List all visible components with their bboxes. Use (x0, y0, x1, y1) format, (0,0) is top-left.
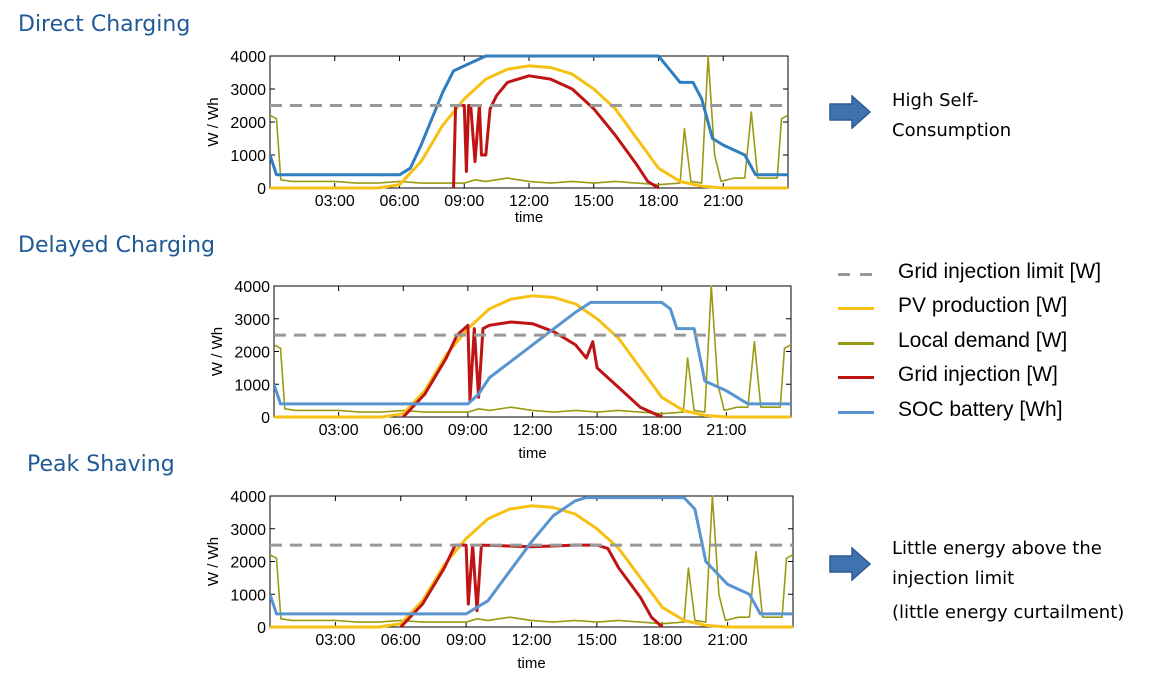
x-tick-label: 03:00 (315, 193, 355, 210)
series-pv-line (274, 294, 791, 419)
x-axis-label: time (515, 209, 543, 226)
note-line: (little energy curtailment) (892, 602, 1125, 623)
series-demand-line (270, 55, 788, 186)
legend-swatch (838, 410, 874, 414)
x-tick-label: 15:00 (574, 193, 614, 210)
x-tick-label: 03:00 (319, 422, 359, 439)
note-line: High Self- (892, 90, 979, 111)
series-pv-line (270, 64, 788, 190)
x-tick-label: 06:00 (383, 422, 423, 439)
series-injection-line (402, 320, 663, 419)
legend-swatch (838, 376, 874, 380)
y-axis-label: W / Wh (205, 97, 222, 146)
plot-area (269, 495, 794, 628)
series-soc-line (274, 300, 791, 406)
y-tick-label: 0 (257, 181, 266, 198)
y-tick-label: 1000 (230, 587, 266, 604)
legend-label: Grid injection [W] (898, 363, 1058, 387)
x-tick-label: 21:00 (706, 422, 746, 439)
x-tick-label: 21:00 (703, 193, 743, 210)
chart-title-direct-charging: Direct Charging (18, 12, 191, 37)
chart-delayed-charging: 0 1000 2000 3000 4000 03:00 06:00 09:00 12:00 15:… (209, 279, 792, 462)
x-tick-label: 03:00 (315, 632, 355, 649)
y-tick-label: 1000 (230, 148, 266, 165)
chart-title-peak-shaving: Peak Shaving (27, 452, 175, 477)
note-line: Little energy above the (892, 538, 1102, 559)
y-tick-label: 4000 (230, 489, 266, 506)
legend-swatch (838, 273, 874, 276)
series-demand-line (270, 495, 793, 625)
y-tick-label: 3000 (230, 522, 266, 539)
right-arrow-icon (829, 94, 872, 130)
x-axis-label: time (517, 655, 545, 672)
plot-area (269, 55, 789, 189)
right-arrow-icon (829, 546, 872, 582)
series-soc-line (270, 496, 793, 616)
note-line: Consumption (892, 120, 1012, 141)
x-tick-label: 09:00 (446, 632, 486, 649)
y-tick-label: 3000 (234, 312, 270, 329)
x-tick-label: 15:00 (577, 422, 617, 439)
y-tick-label: 2000 (234, 345, 270, 362)
legend-label: Local demand [W] (898, 328, 1068, 352)
legend-label: PV production [W] (898, 294, 1068, 318)
series-pv-line (270, 504, 793, 629)
y-tick-label: 3000 (230, 82, 266, 99)
plot-area (273, 285, 792, 418)
series-soc-line (270, 54, 788, 177)
series-demand-line (274, 285, 791, 415)
y-tick-label: 0 (261, 410, 270, 427)
x-axis-label: time (518, 445, 546, 462)
y-axis-label: W / Wh (205, 537, 222, 586)
y-tick-label: 2000 (230, 555, 266, 572)
x-tick-label: 09:00 (444, 193, 484, 210)
series-injection-line (452, 74, 660, 190)
chart-title-delayed-charging: Delayed Charging (18, 233, 216, 258)
note-high-self-consumption: High Self- Consumption (892, 86, 1112, 146)
note-line: injection limit (892, 568, 1015, 589)
x-tick-label: 12:00 (509, 193, 549, 210)
chart-peak-shaving: 0 1000 2000 3000 4000 03:00 06:00 09:00 12:00 15:… (205, 489, 794, 672)
legend-label: Grid injection limit [W] (898, 260, 1102, 283)
legend-swatch (838, 341, 874, 345)
x-tick-label: 09:00 (448, 422, 488, 439)
y-tick-label: 4000 (230, 49, 266, 66)
x-tick-label: 18:00 (642, 422, 682, 439)
x-tick-label: 06:00 (379, 193, 419, 210)
legend-label: SOC battery [Wh] (898, 397, 1063, 421)
legend-swatch (838, 307, 874, 311)
y-tick-label: 0 (257, 620, 266, 637)
y-axis-label: W / Wh (209, 327, 226, 376)
x-tick-label: 12:00 (512, 422, 552, 439)
y-tick-label: 1000 (234, 377, 270, 394)
x-tick-label: 12:00 (511, 632, 551, 649)
x-tick-label: 06:00 (381, 632, 421, 649)
x-tick-label: 18:00 (638, 193, 678, 210)
x-tick-label: 18:00 (642, 632, 682, 649)
y-tick-label: 4000 (234, 279, 270, 296)
x-tick-label: 15:00 (577, 632, 617, 649)
chart-direct-charging: 0 1000 2000 3000 4000 03:00 06:00 09:00 12:00 15:… (205, 49, 789, 226)
y-tick-label: 2000 (230, 115, 266, 132)
x-tick-label: 21:00 (708, 632, 748, 649)
note-little-energy-above-limit: Little energy above the injection limit … (892, 534, 1162, 628)
